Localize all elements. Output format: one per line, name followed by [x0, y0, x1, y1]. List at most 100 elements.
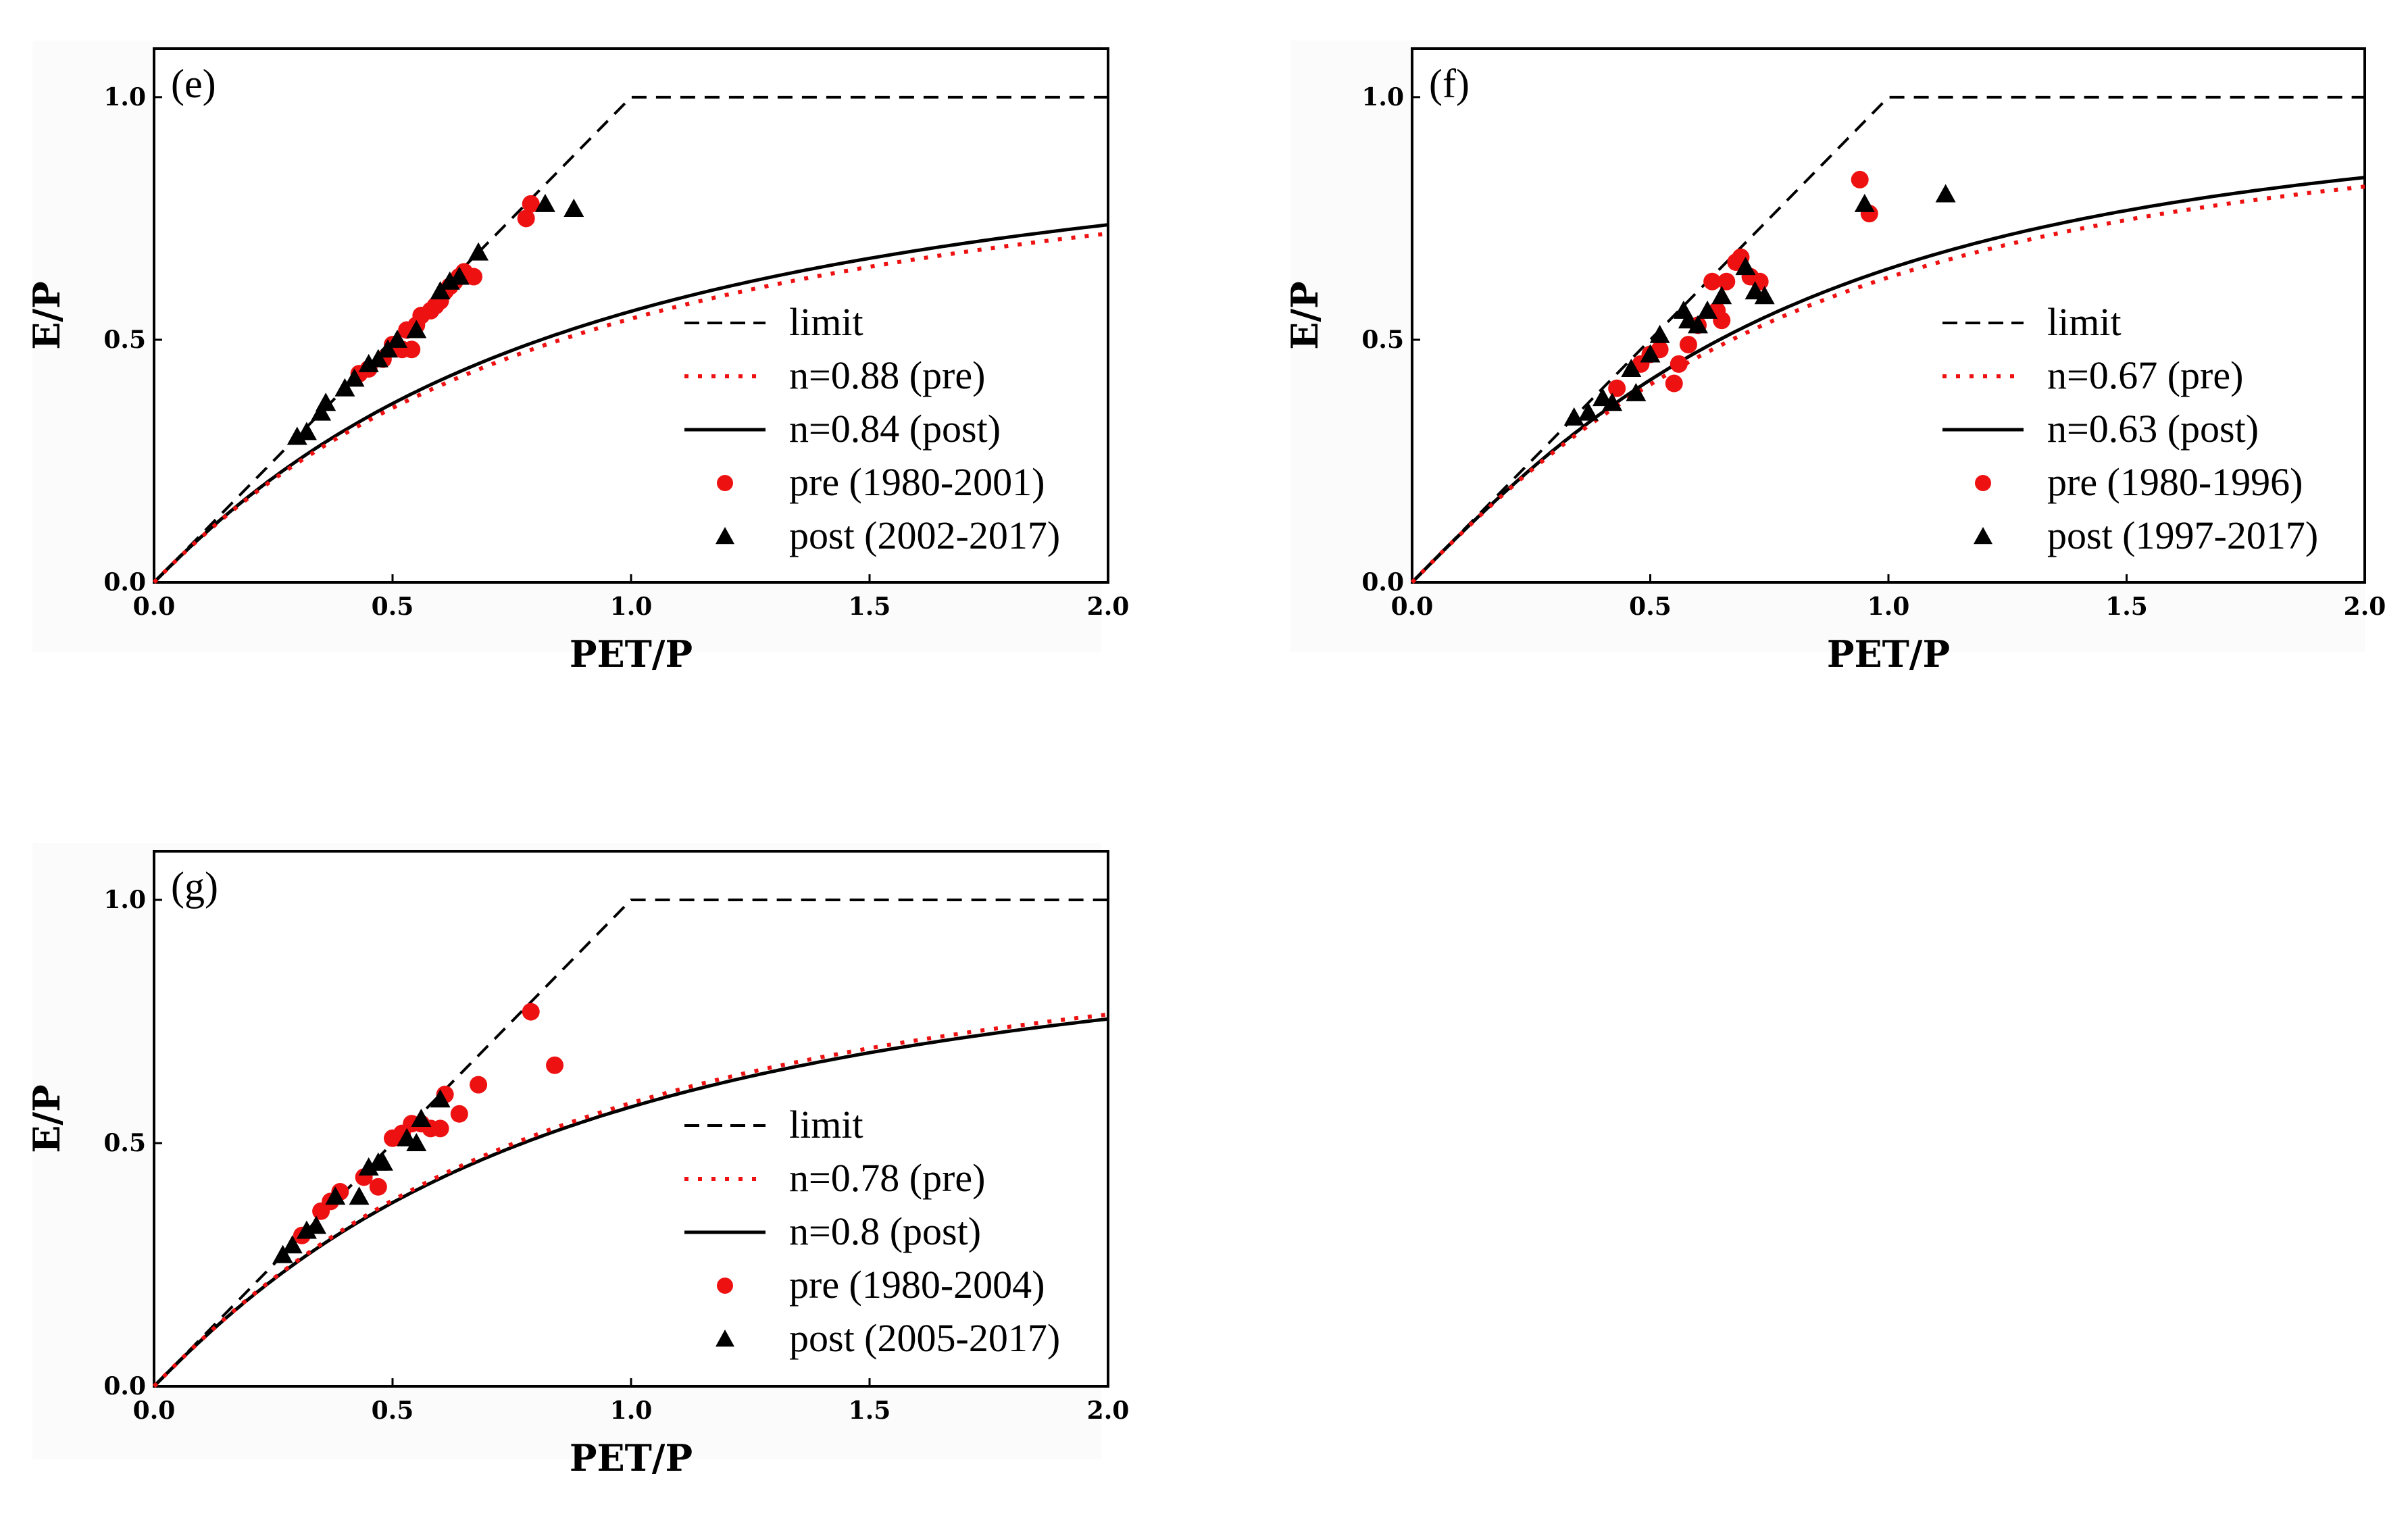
pre-point: [1713, 311, 1731, 330]
legend-pre-marker: [1975, 475, 1991, 491]
post-point: [1754, 286, 1775, 305]
pre-point: [517, 209, 535, 228]
post-point: [325, 1186, 346, 1205]
panel-tag: (g): [171, 864, 218, 909]
post-fit-curve: [153, 1017, 1109, 1388]
post-point: [296, 422, 317, 440]
pre-point: [546, 1056, 564, 1074]
legend-post-points: post (2005-2017): [789, 1316, 1060, 1360]
panel-g: 0.0 0.5 1.0 1.5 2.0 0.0 0.5 1.0 PET/P E/P (g) limit…: [25, 843, 1129, 1480]
x-tick-label: 1.5: [849, 592, 891, 621]
legend-post-points: post (2002-2017): [789, 513, 1060, 557]
data-points: [286, 193, 584, 445]
y-tick-label: 0.0: [103, 568, 146, 597]
plot-frame: [153, 47, 1109, 584]
pre-point: [369, 1178, 387, 1196]
legend-pre-curve: n=0.88 (pre): [789, 353, 985, 397]
pre-point: [431, 1119, 449, 1138]
post-point: [1854, 193, 1875, 212]
data-points: [272, 1003, 564, 1263]
pre-point: [522, 195, 540, 213]
pre-point: [403, 340, 421, 359]
post-point: [311, 402, 332, 421]
pre-point: [1717, 272, 1736, 291]
post-point: [358, 1157, 379, 1176]
pre-point: [470, 1076, 488, 1094]
legend-pre-points: pre (1980-2004): [789, 1263, 1045, 1307]
legend-pre-curve: n=0.67 (pre): [2047, 353, 2243, 397]
post-point: [563, 199, 584, 217]
panel-f: 0.0 0.5 1.0 1.5 2.0 0.0 0.5 1.0 PET/P E/P (f) limit…: [1283, 41, 2386, 676]
post-point: [406, 1133, 427, 1151]
post-point: [449, 266, 470, 285]
y-tick-label: 1.0: [103, 83, 146, 111]
x-tick-label: 1.0: [1867, 592, 1910, 621]
y-tick-label: 0.0: [1361, 568, 1404, 597]
legend-post-marker: [716, 1330, 734, 1347]
post-point: [468, 242, 489, 261]
x-axis-label: PET/P: [570, 1436, 693, 1480]
legend: limit n=0.88 (pre) n=0.84 (post) pre (1980-…: [684, 300, 1060, 557]
post-fit-curve: [153, 223, 1109, 584]
post-point: [1697, 300, 1718, 319]
post-point: [439, 271, 460, 290]
post-point: [387, 329, 408, 348]
x-tick-label: 0.0: [133, 1396, 176, 1425]
plot-frame: [153, 850, 1109, 1388]
legend-post-points: post (1997-2017): [2047, 513, 2318, 557]
post-point: [1735, 257, 1756, 276]
pre-point: [465, 268, 483, 286]
post-point: [1711, 286, 1732, 305]
pre-point: [1665, 374, 1683, 393]
post-point: [1578, 402, 1599, 421]
post-point: [1621, 359, 1642, 377]
panel-e: 0.0 0.5 1.0 1.5 2.0 0.0 0.5 1.0 PET/P E/P (e) limit…: [25, 41, 1129, 676]
legend-limit: limit: [789, 300, 863, 344]
post-point: [349, 1186, 370, 1205]
x-tick-label: 1.0: [610, 1396, 653, 1425]
pre-point: [1679, 336, 1697, 354]
legend-pre-points: pre (1980-1996): [2047, 460, 2303, 504]
pre-point: [522, 1003, 540, 1021]
legend-pre-marker: [717, 1278, 733, 1294]
y-tick-label: 0.5: [103, 1129, 146, 1157]
post-point: [358, 353, 379, 372]
x-tick-label: 1.5: [849, 1396, 891, 1425]
x-tick-label: 1.0: [610, 592, 653, 621]
post-point: [534, 193, 555, 212]
data-points: [1563, 170, 1956, 426]
post-point: [286, 426, 307, 445]
panel-tag: (e): [171, 61, 216, 106]
x-tick-label: 2.0: [2344, 592, 2386, 621]
post-point: [272, 1244, 293, 1263]
post-point: [282, 1235, 303, 1254]
y-tick-label: 0.5: [103, 326, 146, 354]
post-point: [316, 393, 336, 411]
y-tick-label: 0.0: [103, 1372, 146, 1401]
legend-pre-curve: n=0.78 (pre): [789, 1156, 985, 1200]
post-point: [296, 1220, 317, 1239]
pre-point: [1703, 272, 1722, 291]
panel-tag: (f): [1429, 61, 1470, 106]
post-point: [411, 1109, 432, 1127]
y-axis-label: E/P: [25, 281, 68, 350]
post-point: [368, 349, 388, 368]
pre-point: [1851, 170, 1869, 188]
legend-limit: limit: [2047, 300, 2122, 344]
y-axis-label: E/P: [1283, 281, 1326, 350]
pre-point: [1670, 355, 1688, 373]
x-tick-label: 2.0: [1087, 1396, 1130, 1425]
y-axis-label: E/P: [25, 1084, 68, 1153]
post-point: [1649, 324, 1670, 343]
legend-pre-marker: [717, 475, 733, 491]
legend-post-curve: n=0.63 (post): [2047, 407, 2259, 451]
y-tick-label: 1.0: [1361, 83, 1404, 111]
post-point: [430, 1089, 451, 1108]
x-tick-label: 1.5: [2105, 592, 2148, 621]
x-tick-label: 2.0: [1087, 592, 1130, 621]
post-point: [306, 1215, 327, 1234]
x-axis-label: PET/P: [1827, 632, 1950, 676]
post-point: [1688, 315, 1708, 334]
x-tick-label: 0.0: [133, 592, 176, 621]
